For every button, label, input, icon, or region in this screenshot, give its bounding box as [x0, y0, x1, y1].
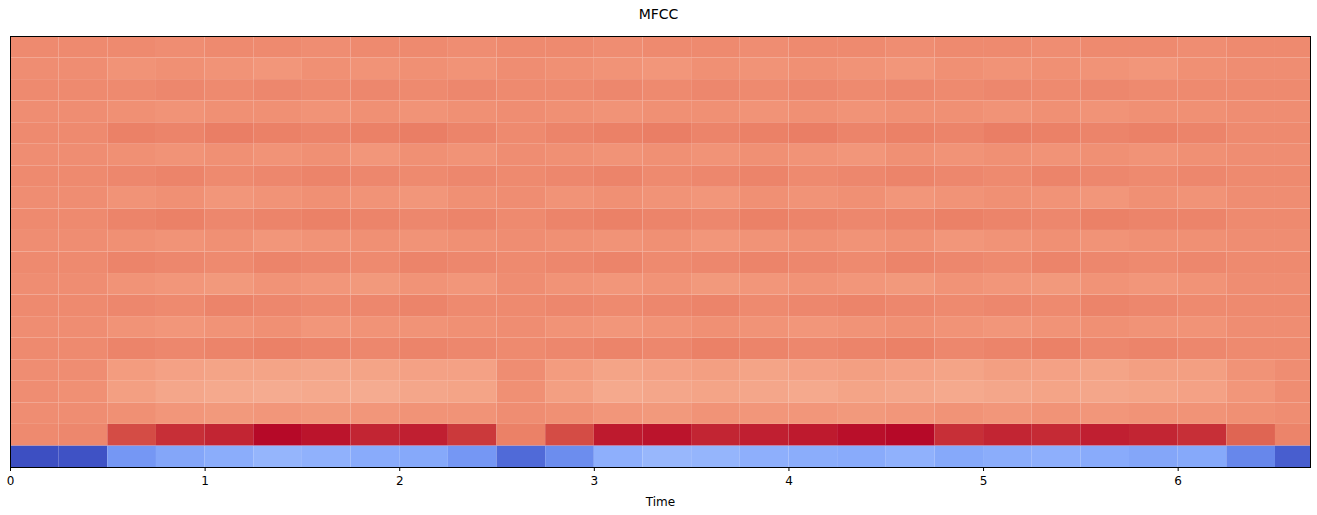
svg-text:2: 2: [396, 474, 404, 488]
svg-text:6: 6: [1174, 474, 1182, 488]
svg-text:Time: Time: [645, 495, 675, 509]
svg-text:0: 0: [7, 474, 15, 488]
svg-text:1: 1: [201, 474, 209, 488]
html-text:MFCC: MFCC: [638, 6, 679, 22]
svg-text:5: 5: [980, 474, 988, 488]
svg-text:3: 3: [591, 474, 599, 488]
svg-text:4: 4: [785, 474, 793, 488]
